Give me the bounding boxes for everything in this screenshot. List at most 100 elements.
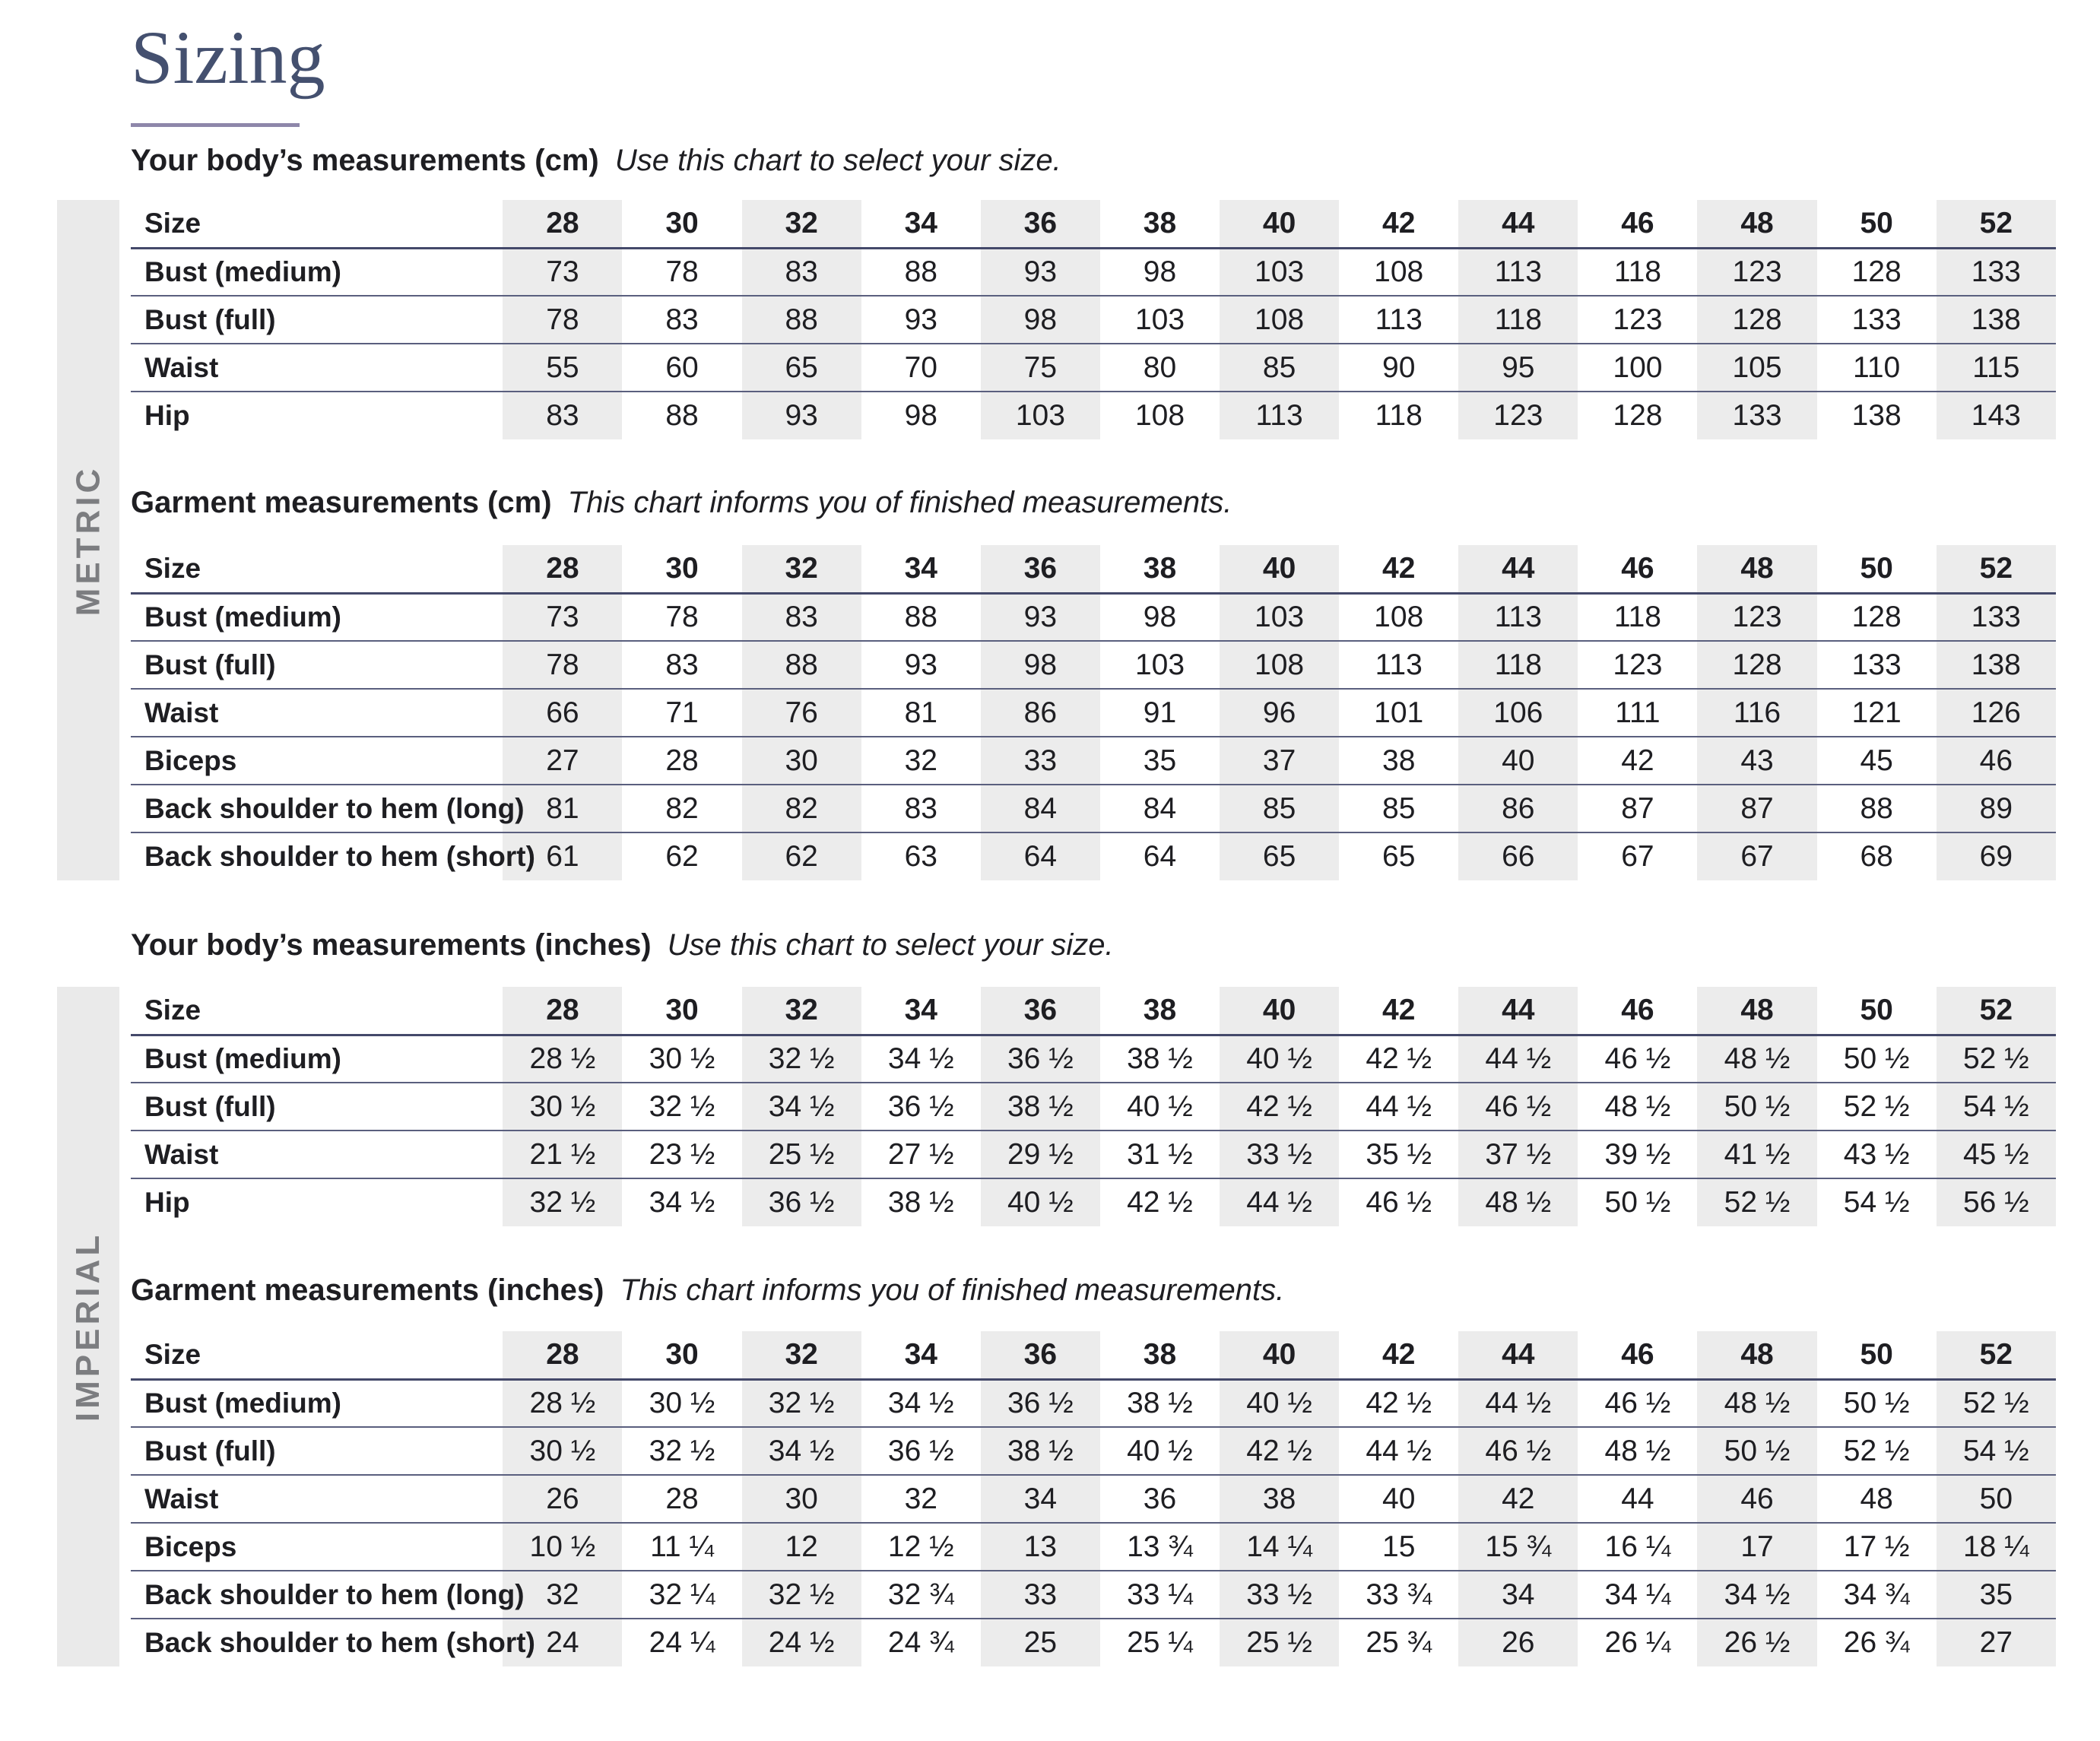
measurement-row-label: Bust (medium) [131,1379,503,1428]
measurement-cell: 98 [1099,593,1220,642]
measurement-row-label: Back shoulder to hem (long) [131,1571,525,1619]
measurement-cell: 32 [861,1475,981,1524]
measurement-cell: 65 [1382,840,1416,873]
measurement-cell: 108 [1339,593,1459,642]
measurement-cell: 13 [980,1523,1100,1571]
measurement-cell: 25 ½ [1246,1626,1312,1659]
section-heading-bold: Garment measurements (inches) [131,1273,604,1307]
measurement-cell: 78 [622,248,742,297]
measurement-cell: 34 [1458,1571,1578,1619]
measurement-cell: 118 [1458,641,1578,690]
measurement-cell: 133 [1936,248,2056,297]
measurement-cell: 93 [980,248,1100,297]
measurement-cell: 13 ¾ [1099,1523,1220,1571]
measurement-cell: 50 ½ [1816,1379,1937,1428]
size-column-header: 44 [1458,200,1578,249]
measurement-cell: 15 [1339,1523,1459,1571]
size-column-header: 52 [1936,1331,2056,1381]
section-heading-italic: This chart informs you of finished measu… [567,486,1232,519]
size-column-header: 38 [1099,1331,1220,1381]
measurement-row-label: Bust (full) [131,1083,503,1131]
measurement-cell: 133 [1816,641,1937,690]
measurement-cell: 46 ½ [1366,1186,1432,1219]
measurement-cell: 87 [1697,785,1817,833]
measurement-cell: 15 ¾ [1458,1523,1578,1571]
section-heading-garment-inches: Garment measurements (inches) This chart… [131,1271,1284,1309]
measurement-cell: 138 [1936,296,2056,344]
measurement-cell: 98 [1099,248,1220,297]
measurement-cell: 46 ½ [1578,1379,1698,1428]
measurement-cell: 26 ¾ [1843,1626,1910,1659]
measurement-cell: 123 [1697,593,1817,642]
measurement-cell: 85 [1220,785,1340,833]
measurement-cell: 143 [1971,399,2021,432]
size-column-header: 42 [1339,1331,1459,1381]
measurement-cell: 82 [622,785,742,833]
section-heading-garment-cm: Garment measurements (cm) This chart inf… [131,484,1232,522]
size-column-header: 28 [503,1331,623,1381]
measurement-cell: 42 ½ [1339,1035,1459,1083]
size-column-header: 28 [503,545,623,595]
table-row: Bust (full) 78 83 88 93 98 103 108 113 118 123 128 1… [131,641,2056,690]
measurement-cell: 93 [861,296,981,344]
measurement-cell: 133 [1816,296,1937,344]
measurement-cell: 83 [546,399,579,432]
measurement-cell: 103 [1015,399,1065,432]
measurement-cell: 25 [1023,1626,1058,1659]
measurement-cell: 34 ¼ [1578,1571,1698,1619]
table-body-inches: Size 28 30 32 34 36 38 40 42 44 46 48 50 52 Bust (medi… [131,987,2056,1226]
measurement-cell: 95 [1458,344,1578,392]
measurement-cell: 48 ½ [1697,1379,1817,1428]
measurement-cell: 108 [1339,248,1459,297]
measurement-cell: 80 [1099,344,1220,392]
measurement-cell: 103 [1099,641,1220,690]
measurement-cell: 128 [1816,593,1937,642]
table-garment-cm: Size 28 30 32 34 36 38 40 42 44 46 48 50 52 Bust (medi… [131,545,2056,880]
measurement-cell: 64 [1143,840,1177,873]
size-column-header: 48 [1697,545,1817,595]
measurement-cell: 91 [1099,689,1220,737]
table-garment-inches: Size 28 30 32 34 36 38 40 42 44 46 48 50 52 Bust (medi… [131,1331,2056,1666]
measurement-cell: 24 ¾ [887,1626,954,1659]
measurement-cell: 25 ½ [741,1131,861,1179]
measurement-cell: 24 ½ [768,1626,835,1659]
section-heading-body-cm: Your body’s measurements (cm) Use this c… [131,141,1061,179]
size-column-header: 50 [1816,987,1937,1036]
metric-sidebar: METRIC [57,200,119,880]
size-column-header: 46 [1578,200,1698,249]
measurement-cell: 32 [861,737,981,785]
measurement-cell: 66 [503,689,623,737]
size-column-header: 38 [1099,200,1220,249]
measurement-cell: 73 [503,248,623,297]
measurement-row-label: Waist [131,1131,503,1179]
measurement-cell: 38 ½ [1099,1035,1220,1083]
measurement-cell: 17 [1697,1523,1817,1571]
measurement-cell: 26 ¼ [1604,1626,1671,1659]
measurement-cell: 86 [1458,785,1578,833]
size-header-label: Size [131,1331,503,1381]
measurement-cell: 83 [622,641,742,690]
measurement-cell: 28 ½ [503,1035,623,1083]
measurement-cell: 42 ½ [1220,1427,1340,1476]
measurement-cell: 45 ½ [1936,1131,2056,1179]
measurement-cell: 83 [861,785,981,833]
measurement-cell: 103 [1220,593,1340,642]
size-column-header: 32 [741,987,861,1036]
measurement-cell: 63 [904,840,937,873]
size-column-header: 48 [1697,1331,1817,1381]
measurement-cell: 123 [1578,296,1698,344]
measurement-cell: 81 [503,785,623,833]
measurement-cell: 21 ½ [503,1131,623,1179]
size-table-garment-inches: Size 28 30 32 34 36 38 40 42 44 46 48 50 52 Bust (medi… [131,1331,2056,1666]
measurement-cell: 44 ½ [1246,1186,1312,1219]
measurement-cell: 36 ½ [861,1083,981,1131]
size-column-header: 30 [622,987,742,1036]
size-column-header: 50 [1816,200,1937,249]
measurement-cell: 106 [1458,689,1578,737]
measurement-cell: 44 ½ [1339,1083,1459,1131]
measurement-cell: 105 [1697,344,1817,392]
measurement-cell: 81 [861,689,981,737]
measurement-cell: 78 [503,641,623,690]
measurement-cell: 98 [904,399,937,432]
